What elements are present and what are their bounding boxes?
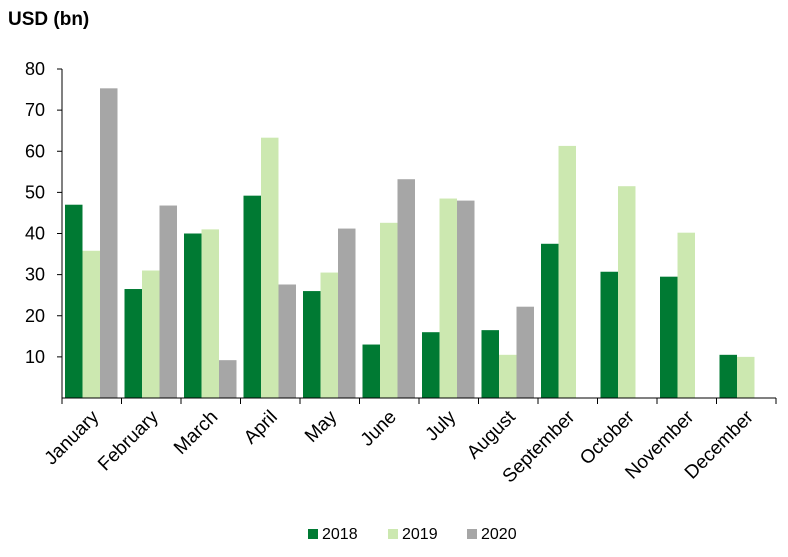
bar-2018	[422, 332, 440, 398]
bar-2019	[320, 272, 338, 398]
bar-2020	[219, 360, 237, 398]
category-label: July	[422, 406, 461, 445]
legend-label-2018: 2018	[322, 526, 358, 543]
y-tick-label: 70	[25, 100, 45, 120]
bar-2018	[719, 354, 737, 398]
x-axis-ticks	[61, 398, 777, 404]
bar-2018	[600, 271, 618, 398]
bar-2018	[481, 330, 499, 398]
legend-swatch-2019	[388, 529, 398, 539]
bar-2020	[338, 228, 356, 398]
category-label: August	[463, 406, 520, 463]
bar-2019	[737, 356, 755, 398]
y-tick-label: 40	[25, 224, 45, 244]
bar-2019	[82, 250, 100, 398]
bar-2018	[124, 289, 142, 398]
bar-2020	[457, 200, 475, 398]
legend-swatch-2018	[308, 529, 318, 539]
y-tick-label: 30	[25, 265, 45, 285]
bar-2020	[278, 284, 296, 398]
y-axis-ticks: 10 20 30 40 50 60 70 80	[25, 59, 62, 367]
category-label: February	[94, 406, 163, 475]
y-tick-label: 10	[25, 347, 45, 367]
y-axis-title: USD (bn)	[8, 9, 89, 30]
category-label: April	[240, 407, 282, 449]
bar-2019	[558, 145, 576, 398]
y-tick-label: 50	[25, 182, 45, 202]
bar-2018	[184, 233, 202, 398]
legend-label-2019: 2019	[402, 526, 438, 543]
bar-2018	[660, 276, 678, 398]
y-tick-label: 60	[25, 141, 45, 161]
bar-2019	[261, 137, 279, 398]
category-label: May	[301, 406, 342, 447]
bar-2019	[201, 229, 219, 398]
y-tick-label: 20	[25, 306, 45, 326]
legend-swatch-2020	[467, 529, 477, 539]
bar-2018	[243, 195, 261, 398]
bar-2019	[618, 186, 636, 398]
bar-2018	[303, 291, 321, 398]
legend-label-2020: 2020	[481, 526, 517, 543]
legend: 2018 2019 2020	[308, 526, 517, 543]
bar-2018	[65, 204, 83, 398]
bar-2020	[100, 88, 118, 399]
bar-2020	[397, 179, 415, 398]
bar-2019	[142, 270, 160, 398]
bar-2019	[380, 222, 398, 398]
y-tick-label: 80	[25, 59, 45, 79]
bar-2019	[677, 232, 695, 398]
bar-2019	[439, 198, 457, 398]
bars	[65, 88, 755, 399]
bar-2020	[159, 205, 177, 398]
bar-2020	[516, 306, 534, 398]
category-label: June	[357, 407, 401, 451]
bar-2018	[362, 344, 380, 398]
category-label: March	[170, 407, 222, 459]
bar-2019	[499, 354, 517, 398]
bar-2018	[541, 243, 559, 398]
